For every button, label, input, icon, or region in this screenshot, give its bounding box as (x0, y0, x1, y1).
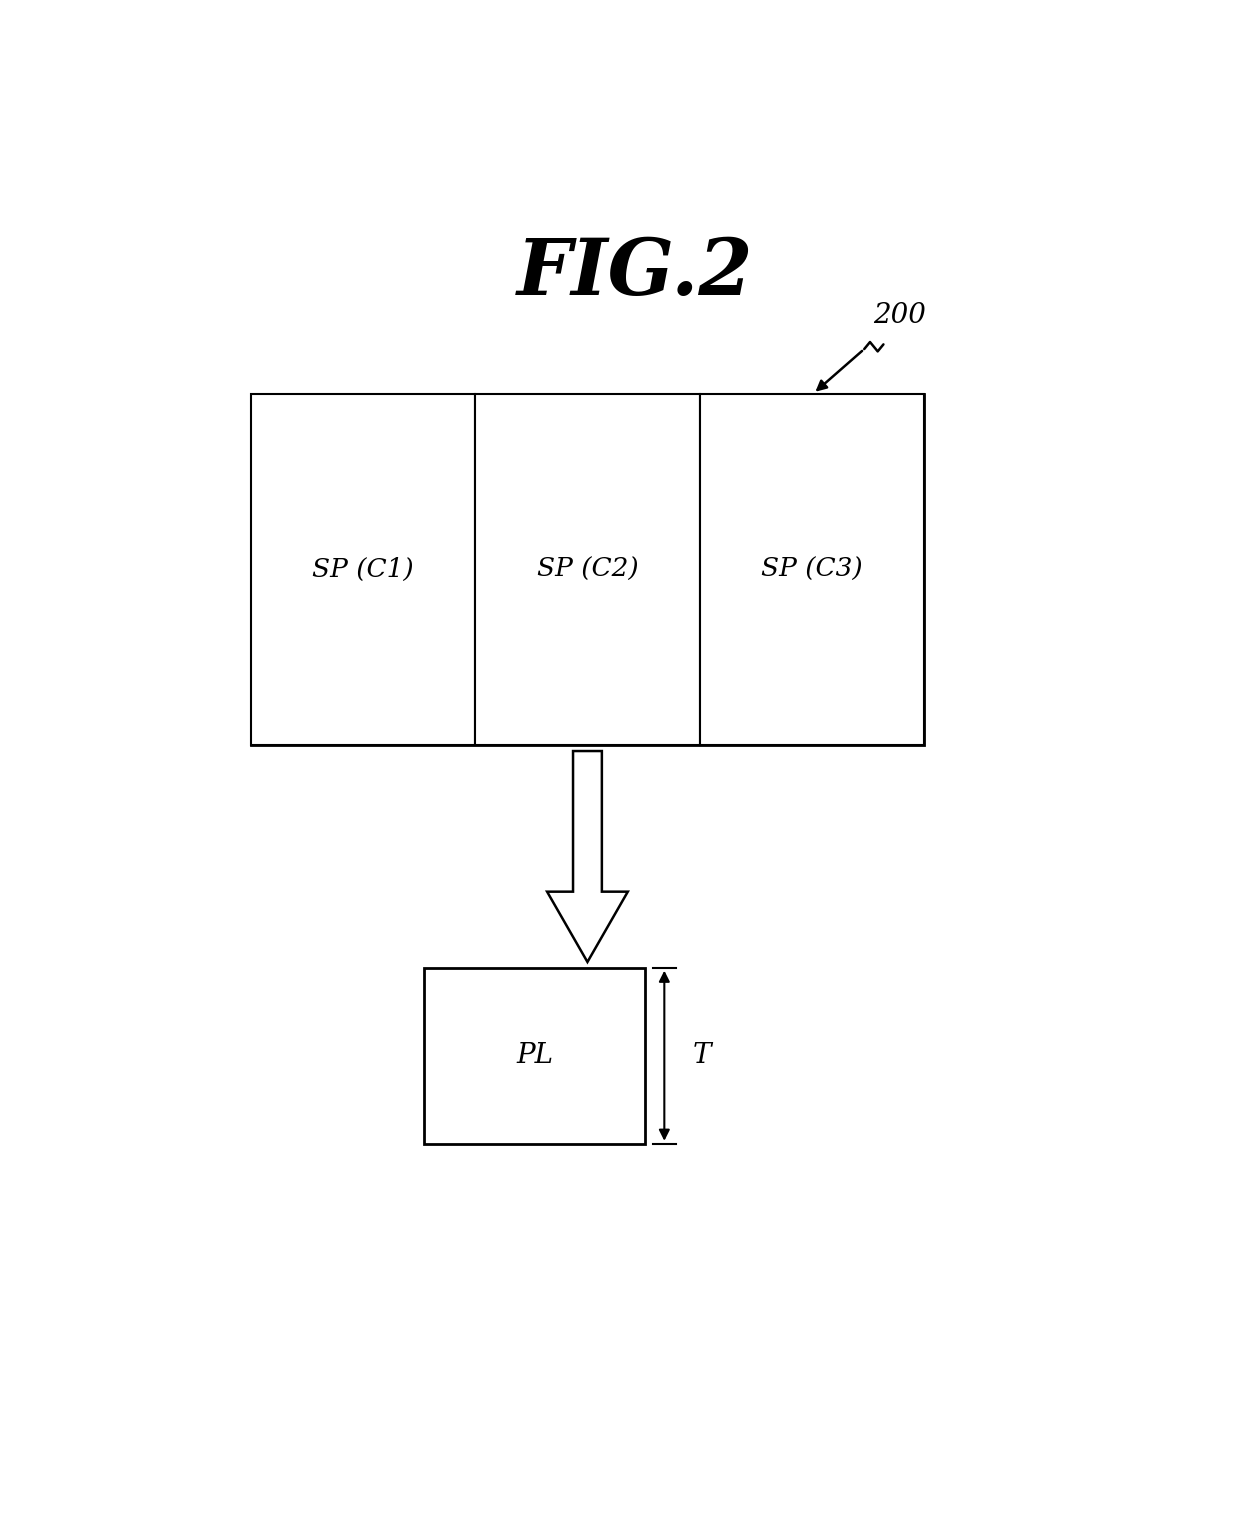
Bar (699, 394, 924, 746)
Text: PL: PL (516, 1043, 553, 1070)
Bar (250, 394, 475, 746)
Text: FIG.2: FIG.2 (517, 236, 754, 312)
Bar (475, 394, 699, 746)
Bar (250, 394, 924, 746)
Polygon shape (547, 750, 627, 962)
Text: T: T (693, 1043, 712, 1070)
Text: SP (C1): SP (C1) (312, 557, 414, 581)
Text: 200: 200 (873, 303, 926, 329)
Text: SP (C3): SP (C3) (761, 557, 863, 581)
Text: SP (C2): SP (C2) (537, 557, 639, 581)
Bar (424, 968, 645, 1143)
